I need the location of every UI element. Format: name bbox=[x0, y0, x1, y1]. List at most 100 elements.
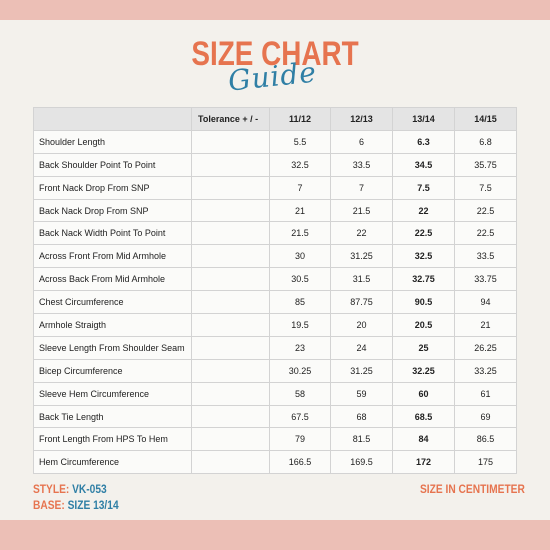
size-value-cell: 90.5 bbox=[392, 290, 455, 315]
base-value: SIZE 13/14 bbox=[67, 498, 119, 512]
size-value-cell: 33.25 bbox=[454, 358, 517, 383]
size-value-cell: 32.5 bbox=[392, 244, 455, 269]
table-row: Back Nack Width Point To Point 21.5 22 22.5… bbox=[33, 221, 517, 246]
size-value-cell: 31.5 bbox=[330, 267, 393, 292]
size-value-cell: 5.5 bbox=[269, 129, 331, 154]
tolerance-cell bbox=[191, 381, 270, 406]
column-header-size: 13/14 bbox=[392, 107, 455, 131]
size-value-cell: 22.5 bbox=[454, 221, 517, 246]
page-title: SIZE CHART bbox=[191, 35, 359, 73]
measurement-name: Back Shoulder Point To Point bbox=[33, 152, 192, 177]
measurement-name: Back Tie Length bbox=[33, 404, 192, 429]
size-value-cell: 86.5 bbox=[454, 427, 517, 452]
size-value-cell: 68 bbox=[330, 404, 393, 429]
style-value: VK-053 bbox=[72, 482, 107, 496]
table-row: Bicep Circumference 30.25 31.25 32.25 33.25 bbox=[33, 358, 517, 383]
size-value-cell: 30 bbox=[269, 244, 331, 269]
bottom-band bbox=[0, 520, 550, 550]
size-value-cell: 20.5 bbox=[392, 313, 455, 337]
size-value-cell: 31.25 bbox=[330, 244, 393, 269]
measurement-name: Front Nack Drop From SNP bbox=[33, 175, 192, 200]
table-row: Shoulder Length 5.5 6 6.3 6.8 bbox=[33, 129, 517, 154]
size-value-cell: 175 bbox=[454, 450, 517, 475]
size-value-cell: 22 bbox=[330, 221, 393, 246]
column-header-measurement bbox=[33, 107, 192, 131]
tolerance-cell bbox=[191, 244, 270, 269]
size-value-cell: 7 bbox=[269, 175, 331, 200]
top-band bbox=[0, 0, 550, 20]
size-value-cell: 21.5 bbox=[330, 198, 393, 223]
size-value-cell: 21.5 bbox=[269, 221, 331, 246]
tolerance-cell bbox=[191, 221, 270, 246]
measurement-name: Across Back From Mid Armhole bbox=[33, 267, 192, 292]
size-value-cell: 25 bbox=[392, 335, 455, 360]
measurement-name: Across Front From Mid Armhole bbox=[33, 244, 192, 269]
tolerance-cell bbox=[191, 175, 270, 200]
size-value-cell: 69 bbox=[454, 404, 517, 429]
size-value-cell: 60 bbox=[392, 381, 455, 406]
table-row: Hem Circumference 166.5 169.5 172 175 bbox=[33, 450, 517, 475]
measurement-name: Sleeve Length From Shoulder Seam bbox=[33, 335, 192, 360]
column-header-tolerance: Tolerance + / - bbox=[191, 107, 270, 131]
table-row: Across Back From Mid Armhole 30.5 31.5 32.7… bbox=[33, 267, 517, 292]
tolerance-cell bbox=[191, 267, 270, 292]
size-value-cell: 26.25 bbox=[454, 335, 517, 360]
base-label: BASE: bbox=[33, 498, 65, 512]
size-value-cell: 24 bbox=[330, 335, 393, 360]
size-value-cell: 7.5 bbox=[454, 175, 517, 200]
tolerance-cell bbox=[191, 313, 270, 337]
column-header-size: 11/12 bbox=[269, 107, 331, 131]
table-row: Armhole Straigth 19.5 20 20.5 21 bbox=[33, 313, 517, 337]
size-value-cell: 30.25 bbox=[269, 358, 331, 383]
size-value-cell: 32.25 bbox=[392, 358, 455, 383]
measurement-name: Back Nack Drop From SNP bbox=[33, 198, 192, 223]
size-value-cell: 6.8 bbox=[454, 129, 517, 154]
size-value-cell: 87.75 bbox=[330, 290, 393, 315]
column-header-size: 12/13 bbox=[330, 107, 393, 131]
size-value-cell: 67.5 bbox=[269, 404, 331, 429]
size-chart-table: Tolerance + / - 11/12 12/13 13/14 14/15 … bbox=[33, 107, 517, 475]
tolerance-cell bbox=[191, 427, 270, 452]
table-row: Across Front From Mid Armhole 30 31.25 32.5… bbox=[33, 244, 517, 269]
table-row: Back Nack Drop From SNP 21 21.5 22 22.5 bbox=[33, 198, 517, 223]
size-value-cell: 85 bbox=[269, 290, 331, 315]
measurement-name: Front Length From HPS To Hem bbox=[33, 427, 192, 452]
size-value-cell: 7.5 bbox=[392, 175, 455, 200]
measurement-name: Armhole Straigth bbox=[33, 313, 192, 337]
table-row: Back Tie Length 67.5 68 68.5 69 bbox=[33, 404, 517, 429]
size-value-cell: 81.5 bbox=[330, 427, 393, 452]
size-value-cell: 58 bbox=[269, 381, 331, 406]
measurement-name: Chest Circumference bbox=[33, 290, 192, 315]
tolerance-cell bbox=[191, 358, 270, 383]
size-value-cell: 21 bbox=[454, 313, 517, 337]
size-value-cell: 94 bbox=[454, 290, 517, 315]
size-value-cell: 6 bbox=[330, 129, 393, 154]
table-row: Sleeve Length From Shoulder Seam 23 24 25 26… bbox=[33, 335, 517, 360]
table-row: Front Nack Drop From SNP 7 7 7.5 7.5 bbox=[33, 175, 517, 200]
style-label: STYLE: bbox=[33, 482, 70, 496]
column-header-size: 14/15 bbox=[454, 107, 517, 131]
title-block: SIZE CHART Guide bbox=[0, 34, 550, 98]
measurement-name: Bicep Circumference bbox=[33, 358, 192, 383]
tolerance-cell bbox=[191, 290, 270, 315]
size-value-cell: 19.5 bbox=[269, 313, 331, 337]
size-value-cell: 30.5 bbox=[269, 267, 331, 292]
measurement-name: Sleeve Hem Circumference bbox=[33, 381, 192, 406]
tolerance-cell bbox=[191, 152, 270, 177]
base-line: BASE: SIZE 13/14 bbox=[33, 498, 119, 512]
size-value-cell: 84 bbox=[392, 427, 455, 452]
tolerance-cell bbox=[191, 335, 270, 360]
size-value-cell: 32.5 bbox=[269, 152, 331, 177]
size-value-cell: 166.5 bbox=[269, 450, 331, 475]
tolerance-cell bbox=[191, 404, 270, 429]
tolerance-cell bbox=[191, 450, 270, 475]
size-value-cell: 6.3 bbox=[392, 129, 455, 154]
measurement-name: Back Nack Width Point To Point bbox=[33, 221, 192, 246]
size-value-cell: 21 bbox=[269, 198, 331, 223]
size-value-cell: 34.5 bbox=[392, 152, 455, 177]
style-line: STYLE: VK-053 bbox=[33, 482, 107, 496]
size-value-cell: 68.5 bbox=[392, 404, 455, 429]
size-value-cell: 172 bbox=[392, 450, 455, 475]
size-value-cell: 61 bbox=[454, 381, 517, 406]
size-value-cell: 7 bbox=[330, 175, 393, 200]
